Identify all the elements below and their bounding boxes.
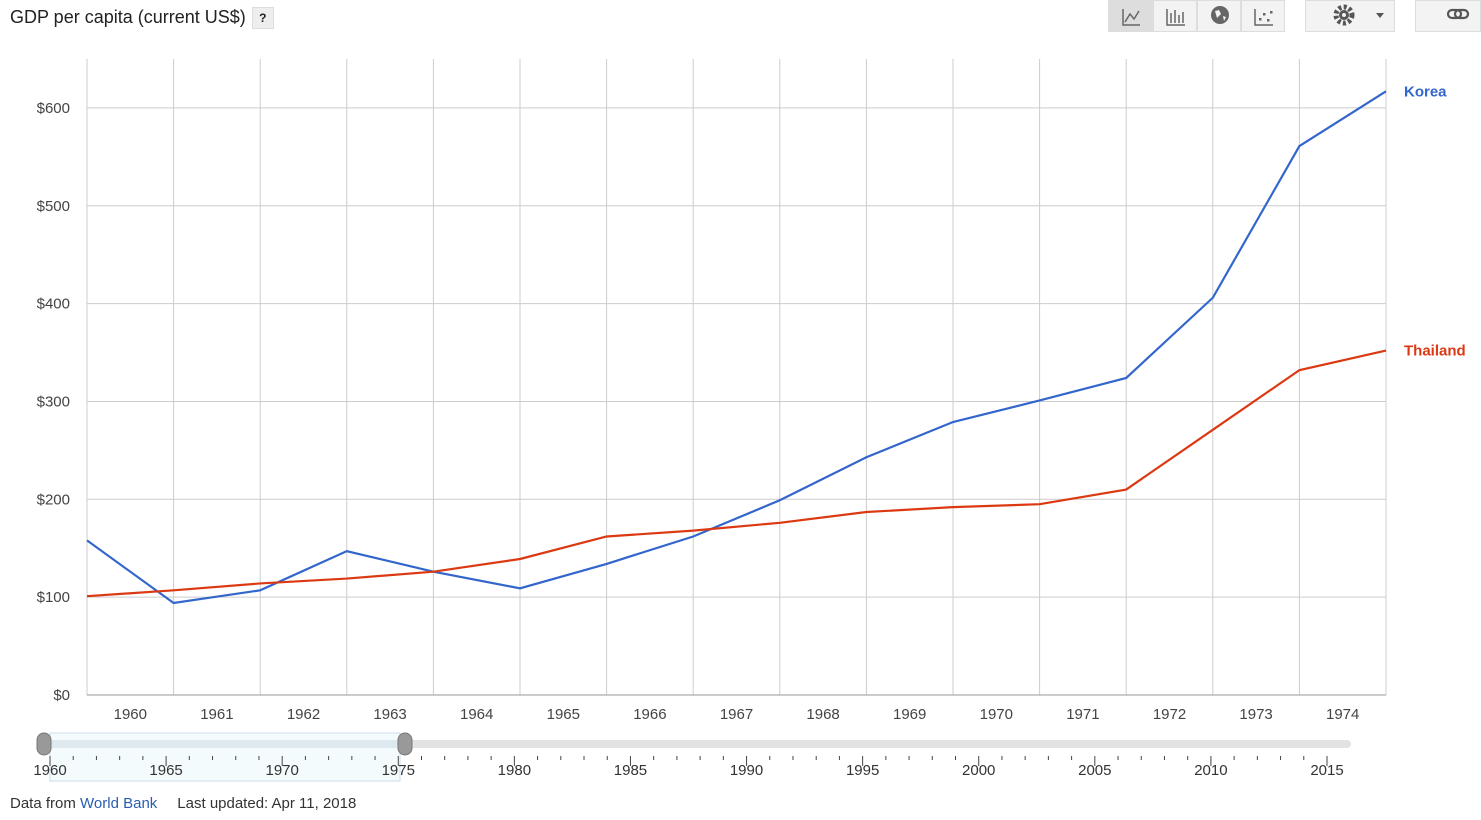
series-label: Korea (1404, 83, 1447, 100)
timeline-label: 1960 (33, 762, 66, 779)
x-tick-label: 1973 (1239, 706, 1272, 723)
bar-chart-button[interactable] (1153, 0, 1197, 32)
x-tick-label: 1965 (547, 706, 580, 723)
timeline-label: 1975 (382, 762, 415, 779)
series-label: Thailand (1404, 343, 1466, 360)
settings-button[interactable] (1305, 0, 1395, 32)
x-tick-label: 1969 (893, 706, 926, 723)
timeline-selection-bar (50, 740, 400, 748)
map-button[interactable] (1197, 0, 1241, 32)
y-tick-label: $200 (37, 491, 70, 508)
y-tick-label: $600 (37, 100, 70, 117)
x-tick-label: 1964 (460, 706, 493, 723)
chart: $0 $100 $200 $300 $400 $500 $600 1960 1961 1962 19… (33, 59, 1466, 782)
timeline-label: 1980 (498, 762, 531, 779)
y-tick-label: $400 (37, 296, 70, 313)
link-button[interactable] (1415, 0, 1481, 32)
x-tick-label: 1967 (720, 706, 753, 723)
timeline-label: 1995 (846, 762, 879, 779)
x-tick-label: 1962 (287, 706, 320, 723)
line-chart-button[interactable] (1108, 0, 1153, 32)
icon (1122, 9, 1140, 26)
x-tick-label: 1970 (980, 706, 1013, 723)
icon (1166, 9, 1185, 26)
scatter-button[interactable] (1241, 0, 1285, 32)
timeline-label: 2005 (1078, 762, 1111, 779)
icon (1446, 8, 1470, 20)
timeline-label: 2015 (1310, 762, 1343, 779)
source-prefix: Data from (10, 795, 76, 812)
y-tick-label: $300 (37, 393, 70, 410)
footer: Data from World Bank Last updated: Apr 11… (10, 795, 356, 812)
last-updated: Last updated: Apr 11, 2018 (177, 795, 357, 812)
x-tick-label: 1971 (1066, 706, 1099, 723)
source-link[interactable]: World Bank (80, 795, 158, 812)
y-tick-label: $100 (37, 589, 70, 606)
chart-title: GDP per capita (current US$) (10, 7, 246, 27)
series-line (86, 90, 1387, 605)
x-tick-label: 1972 (1153, 706, 1186, 723)
help-button[interactable]: ? (251, 7, 274, 30)
timeline-label: 1970 (265, 762, 298, 779)
x-tick-label: 1974 (1326, 706, 1359, 723)
series-line (86, 349, 1387, 598)
x-tick-label: 1963 (373, 706, 406, 723)
timeline-label: 2000 (962, 762, 995, 779)
icon (1333, 4, 1384, 26)
title-bar: GDP per capita (current US$)? (10, 7, 274, 30)
icon (1254, 9, 1273, 26)
y-tick-label: $500 (37, 198, 70, 215)
timeline-handle[interactable] (397, 732, 413, 756)
x-tick-label: 1966 (633, 706, 666, 723)
timeline-label: 1985 (614, 762, 647, 779)
timeline-label: 1990 (730, 762, 763, 779)
y-tick-label: $0 (53, 687, 70, 704)
x-tick-label: 1961 (200, 706, 233, 723)
x-tick-label: 1968 (806, 706, 839, 723)
x-tick-label: 1960 (114, 706, 147, 723)
timeline-handle[interactable] (36, 732, 52, 756)
timeline-label: 2010 (1194, 762, 1227, 779)
icon (1211, 6, 1229, 24)
timeline-label: 1965 (149, 762, 182, 779)
